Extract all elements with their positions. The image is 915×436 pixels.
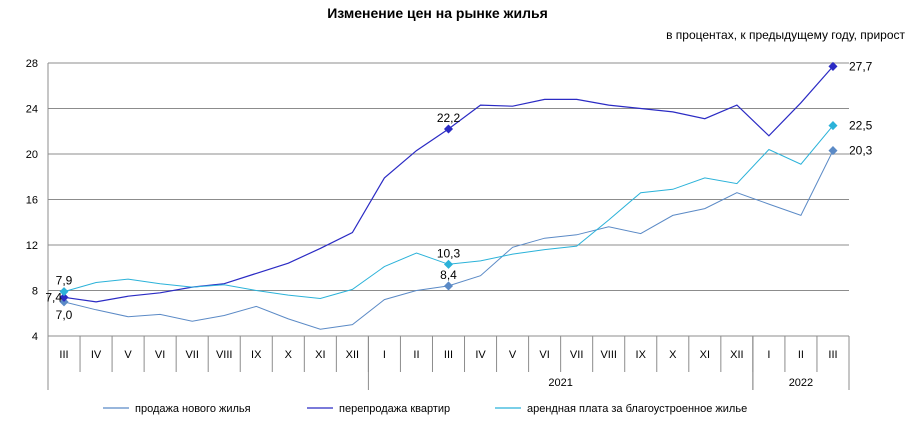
x-tick-label: III	[59, 349, 68, 361]
data-label: 22,2	[437, 111, 461, 125]
data-label: 7,0	[56, 308, 73, 322]
y-tick-label: 16	[26, 195, 38, 207]
year-label: 2021	[548, 377, 572, 389]
series-line-1	[63, 150, 834, 330]
x-tick-label: II	[798, 349, 804, 361]
legend-label: арендная плата за благоустроенное жилье	[527, 403, 747, 415]
legend-label: продажа нового жилья	[135, 403, 251, 415]
y-tick-label: 12	[26, 240, 38, 252]
x-tick-label: VII	[185, 349, 198, 361]
x-tick-label: III	[828, 349, 837, 361]
x-tick-label: VIII	[216, 349, 233, 361]
data-label: 10,3	[437, 246, 461, 260]
series-marker	[828, 61, 838, 71]
gridlines	[48, 62, 849, 337]
data-label: 20,3	[849, 144, 873, 158]
legend: продажа нового жилья перепродажа квартир а…	[103, 403, 747, 415]
x-tick-label: XI	[700, 349, 710, 361]
y-tick-label: 24	[26, 104, 38, 116]
series-marker	[443, 281, 454, 291]
x-tick-label: III	[444, 349, 453, 361]
data-label: 7,9	[56, 274, 73, 288]
series-marker	[828, 146, 838, 156]
data-label: 8,4	[440, 268, 457, 282]
year-label: 2022	[789, 377, 813, 389]
y-tick-label: 4	[32, 331, 38, 343]
x-tick-label: IX	[636, 349, 647, 361]
data-labels: 7,0 8,4 20,3 7,4 22,2 27,7 7,9 10,3 22,5	[45, 59, 872, 321]
series-lines	[59, 61, 838, 330]
data-label: 22,5	[849, 119, 873, 133]
data-label: 27,7	[849, 59, 873, 73]
x-tick-label: VI	[539, 349, 549, 361]
x-tick-label: VII	[570, 349, 583, 361]
x-tick-label: XII	[346, 349, 359, 361]
x-tick-label: X	[669, 349, 677, 361]
x-tick-label: XII	[730, 349, 743, 361]
x-tick-label: IV	[475, 349, 486, 361]
data-label: 7,4	[45, 290, 62, 304]
x-tick-label: VIII	[600, 349, 617, 361]
chart-subtitle: в процентах, к предыдущему году, прирост	[666, 28, 905, 42]
x-tick-label: IX	[251, 349, 262, 361]
x-tick-label: I	[767, 349, 770, 361]
legend-label: перепродажа квартир	[339, 403, 450, 415]
series-marker	[828, 121, 838, 131]
x-tick-label: V	[124, 349, 132, 361]
x-tick-label: V	[509, 349, 517, 361]
y-tick-label: 28	[26, 58, 38, 70]
x-tick-label: VI	[155, 349, 165, 361]
chart-title: Изменение цен на рынке жилья	[327, 5, 548, 21]
series-marker	[443, 124, 454, 134]
x-tick-label: IV	[91, 349, 102, 361]
y-tick-label: 8	[32, 286, 38, 298]
x-tick-label: XI	[315, 349, 325, 361]
x-tick-label: I	[383, 349, 386, 361]
x-tick-label: II	[413, 349, 419, 361]
y-tick-label: 20	[26, 149, 38, 161]
x-tick-label: X	[285, 349, 293, 361]
